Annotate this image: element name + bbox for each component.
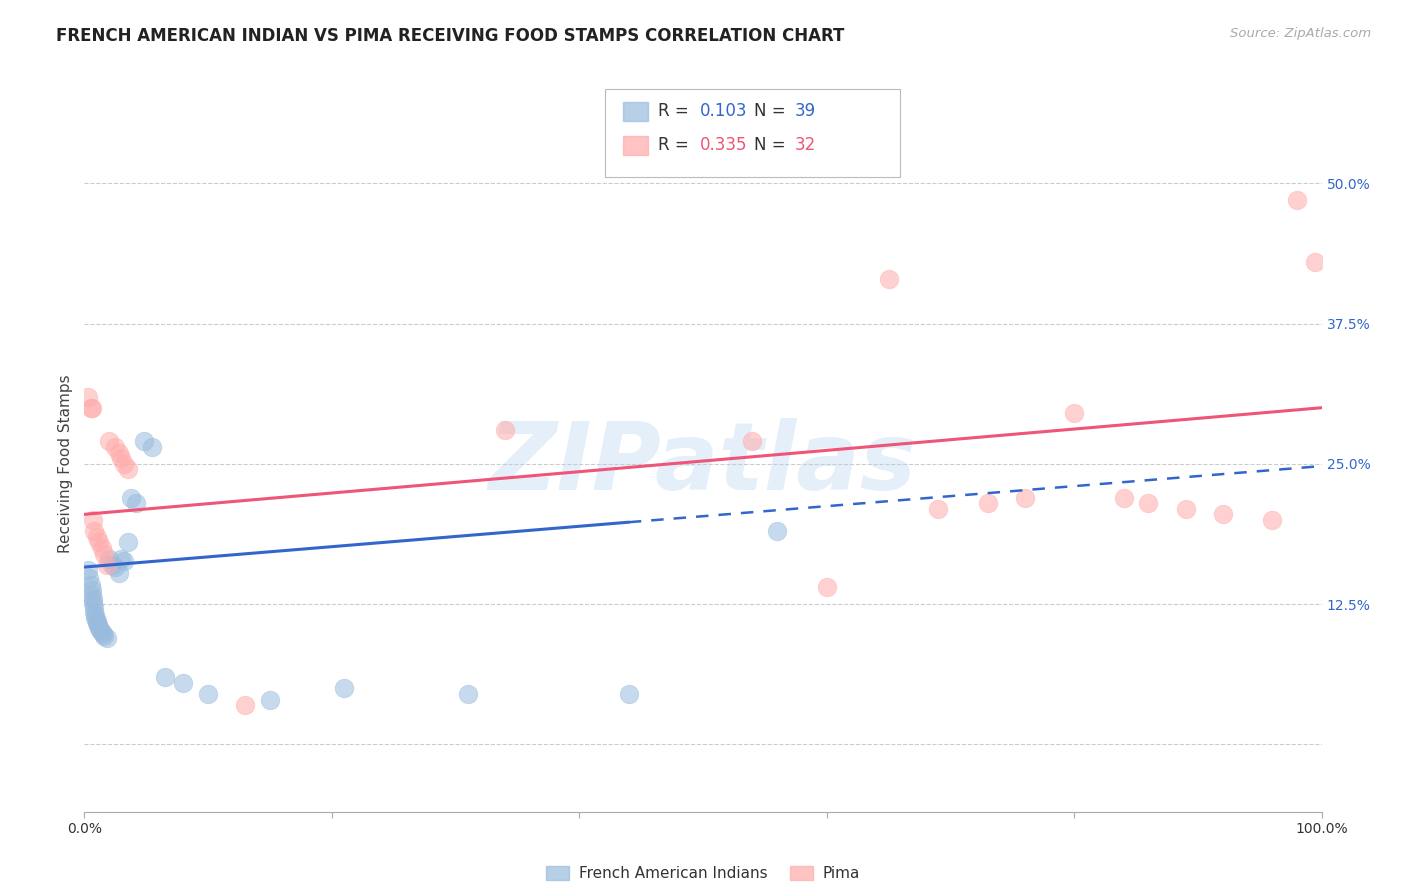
Point [80, 588, 103, 602]
Point [617, 687, 640, 701]
Point [79, 401, 101, 415]
Point [98, 552, 121, 566]
Point [89, 535, 111, 549]
Text: N =: N = [754, 103, 790, 120]
Point [77, 390, 100, 404]
Point [89, 623, 111, 637]
Point [104, 440, 127, 454]
Point [1212, 508, 1234, 522]
Point [457, 687, 479, 701]
Point [1285, 193, 1308, 207]
Point [86, 530, 108, 544]
Point [108, 445, 131, 459]
Point [112, 457, 135, 471]
Text: ZIPatlas: ZIPatlas [489, 417, 917, 510]
Point [141, 440, 163, 454]
Text: Source: ZipAtlas.com: Source: ZipAtlas.com [1230, 27, 1371, 40]
Point [100, 558, 122, 572]
Point [110, 451, 132, 466]
Point [98, 434, 121, 449]
Point [976, 496, 998, 510]
Point [259, 692, 281, 706]
Text: 0.103: 0.103 [700, 103, 748, 120]
Point [233, 698, 256, 712]
Point [80, 582, 103, 597]
Point [86, 614, 108, 628]
Point [80, 401, 103, 415]
Point [96, 558, 118, 572]
Point [815, 580, 838, 594]
Point [83, 600, 105, 615]
Point [1261, 513, 1284, 527]
Point [1137, 496, 1160, 510]
Point [82, 591, 104, 606]
Point [79, 571, 101, 585]
Point [153, 670, 176, 684]
Point [1112, 491, 1135, 505]
Point [877, 271, 900, 285]
Point [91, 627, 114, 641]
Point [90, 625, 112, 640]
Y-axis label: Receiving Food Stamps: Receiving Food Stamps [58, 375, 73, 553]
Text: R =: R = [658, 136, 695, 154]
Legend: French American Indians, Pima: French American Indians, Pima [540, 860, 866, 888]
Point [83, 605, 105, 619]
Point [86, 616, 108, 631]
Point [77, 564, 100, 578]
Point [927, 501, 949, 516]
Text: FRENCH AMERICAN INDIAN VS PIMA RECEIVING FOOD STAMPS CORRELATION CHART: FRENCH AMERICAN INDIAN VS PIMA RECEIVING… [56, 27, 845, 45]
Point [741, 434, 763, 449]
Point [117, 462, 139, 476]
Text: 32: 32 [794, 136, 815, 154]
Point [1014, 491, 1036, 505]
Point [89, 621, 111, 635]
Point [117, 535, 139, 549]
Point [494, 423, 516, 437]
Point [1305, 255, 1327, 269]
Point [1063, 406, 1085, 420]
Point [82, 596, 104, 610]
Point [104, 560, 127, 574]
Point [96, 631, 118, 645]
Point [333, 681, 356, 696]
Point [79, 578, 101, 592]
Point [93, 547, 115, 561]
Text: N =: N = [754, 136, 790, 154]
Point [84, 610, 107, 624]
Point [90, 541, 112, 555]
Point [125, 496, 148, 510]
Point [108, 566, 131, 580]
Text: 0.335: 0.335 [700, 136, 748, 154]
Point [87, 618, 110, 632]
Point [110, 552, 132, 566]
Point [172, 675, 194, 690]
Point [82, 513, 104, 527]
Point [93, 628, 115, 642]
Text: 39: 39 [794, 103, 815, 120]
Text: R =: R = [658, 103, 695, 120]
Point [83, 524, 105, 538]
Point [197, 687, 219, 701]
Point [112, 554, 135, 568]
Point [84, 608, 107, 623]
Point [120, 491, 142, 505]
Point [766, 524, 789, 538]
Point [1174, 501, 1197, 516]
Point [132, 434, 155, 449]
